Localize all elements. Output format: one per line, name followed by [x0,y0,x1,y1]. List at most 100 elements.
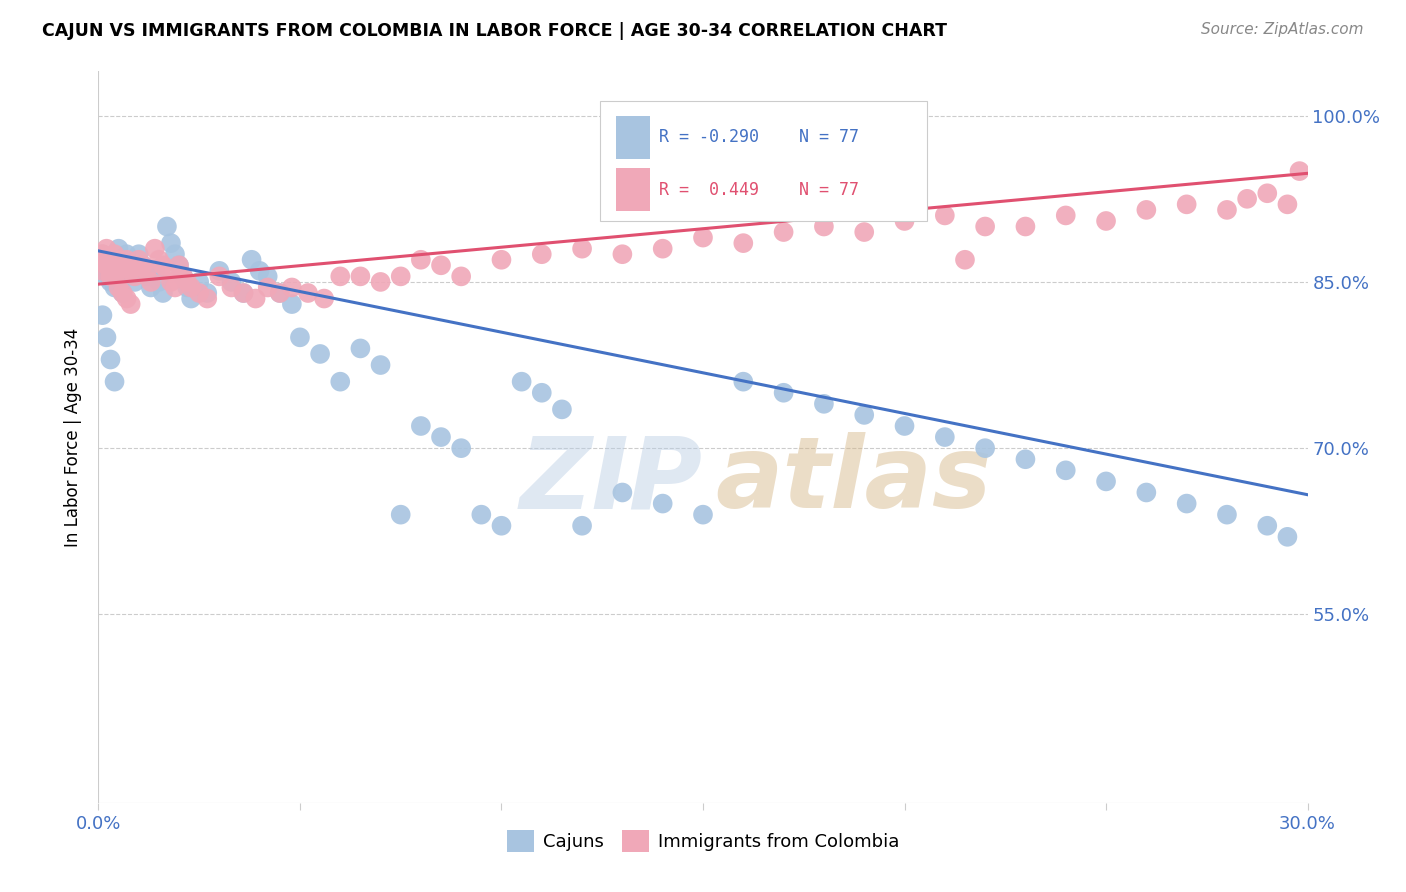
Point [853,225,876,239]
Y-axis label: In Labor Force | Age 30-34: In Labor Force | Age 30-34 [65,327,83,547]
Point [180,280,202,294]
Point [530,247,553,261]
Point [132,258,155,272]
Point [1054,209,1077,223]
Point [96,258,118,272]
Point [651,497,673,511]
Point [115,269,138,284]
Point [195,285,218,300]
Point [256,280,278,294]
Point [853,408,876,422]
Point [692,508,714,522]
Point [208,264,231,278]
Point [269,285,291,300]
Point [120,297,142,311]
Text: atlas: atlas [716,433,991,530]
Point [120,264,142,278]
Point [349,269,371,284]
Point [370,358,392,372]
FancyBboxPatch shape [616,169,650,211]
Point [491,518,513,533]
Point [1014,219,1036,234]
Point [115,247,138,261]
Point [152,285,174,300]
Point [139,275,162,289]
Point [249,264,271,278]
Point [195,292,218,306]
Point [100,258,122,272]
Point [103,247,125,261]
Point [551,402,574,417]
Point [692,230,714,244]
Point [139,280,162,294]
Point [1054,463,1077,477]
Point [176,275,198,289]
Point [163,247,186,261]
Point [1135,202,1157,217]
Point [160,236,183,251]
Point [1095,475,1118,489]
Point [1095,214,1118,228]
Point [409,252,432,267]
Point [733,236,755,251]
Point [772,225,794,239]
Point [571,518,593,533]
Point [813,219,835,234]
Point [176,280,198,294]
Point [100,352,122,367]
Point [389,269,412,284]
Point [107,269,129,284]
Point [115,252,138,267]
Point [409,419,432,434]
Point [103,375,125,389]
Point [491,252,513,267]
Point [1014,452,1036,467]
Point [103,264,125,278]
Point [100,252,122,267]
Point [111,285,134,300]
Point [329,269,352,284]
Point [232,285,254,300]
Point [148,275,170,289]
Point [314,292,336,306]
Point [120,264,142,278]
Point [349,342,371,356]
Point [934,209,956,223]
Point [612,485,634,500]
Point [167,258,190,272]
Point [1277,530,1299,544]
Point [111,252,134,267]
Point [281,297,304,311]
Point [128,252,150,267]
Point [389,508,412,522]
Point [91,264,114,278]
Point [430,430,453,444]
Point [128,247,150,261]
Point [470,508,492,522]
Point [240,252,263,267]
Point [103,264,125,278]
Point [1256,518,1278,533]
Point [733,375,755,389]
FancyBboxPatch shape [616,116,650,159]
Point [288,330,311,344]
Point [135,264,157,278]
Point [163,280,186,294]
Point [571,242,593,256]
Point [124,275,146,289]
Point [152,258,174,272]
Text: CAJUN VS IMMIGRANTS FROM COLOMBIA IN LABOR FORCE | AGE 30-34 CORRELATION CHART: CAJUN VS IMMIGRANTS FROM COLOMBIA IN LAB… [42,22,948,40]
Point [100,275,122,289]
Point [91,308,114,322]
Point [135,269,157,284]
Text: ZIP: ZIP [520,433,703,530]
Point [893,419,915,434]
Point [974,219,997,234]
Point [91,247,114,261]
Point [96,330,118,344]
Point [450,269,472,284]
Point [148,252,170,267]
Point [100,258,122,272]
Point [1277,197,1299,211]
Point [893,214,915,228]
